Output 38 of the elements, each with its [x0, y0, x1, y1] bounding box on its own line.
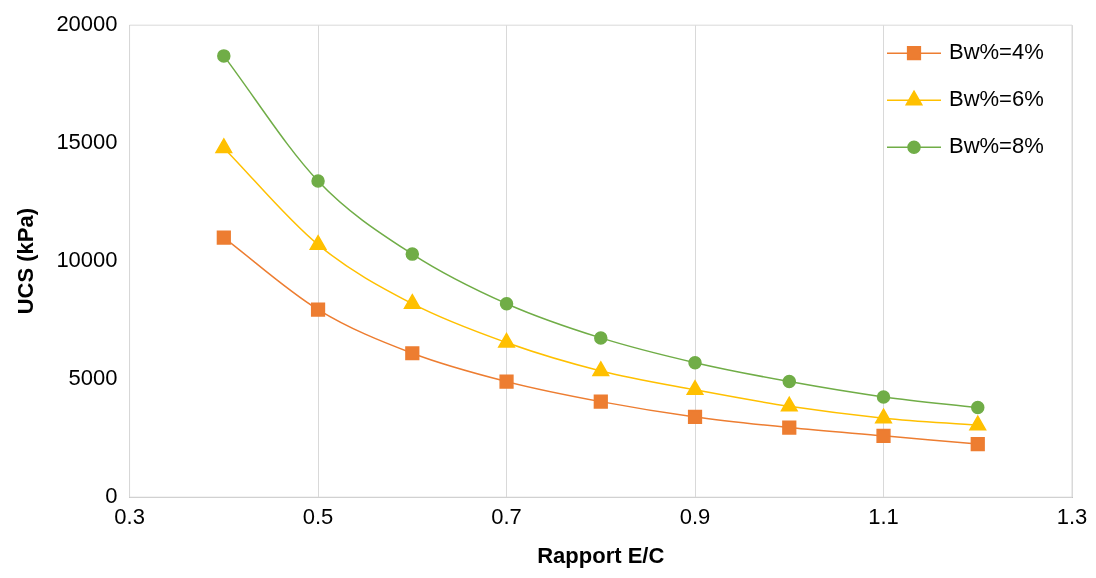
- point: [970, 436, 985, 452]
- point: [592, 361, 610, 377]
- point: [216, 230, 231, 245]
- point: [969, 415, 987, 431]
- x-tick-label: 1.3: [1056, 504, 1088, 530]
- point: [499, 296, 514, 311]
- point: [874, 408, 893, 424]
- point: [688, 355, 702, 370]
- x-tick-label: 0.9: [679, 504, 711, 530]
- point: [594, 331, 608, 345]
- point: [876, 428, 891, 443]
- point: [499, 374, 514, 389]
- legend-label: Bw%=4%: [949, 39, 1044, 65]
- y-tick-label: 20000: [56, 11, 118, 37]
- x-axis-title: Rapport E/C: [537, 542, 665, 568]
- point: [687, 409, 703, 425]
- point: [971, 400, 985, 415]
- x-tick-label: 1.1: [868, 504, 899, 530]
- point: [311, 174, 325, 188]
- y-tick-label: 15000: [56, 129, 118, 155]
- point: [876, 390, 891, 404]
- point: [405, 346, 420, 361]
- x-tick-label: 0.7: [491, 504, 522, 530]
- legend-label: Bw%=6%: [949, 86, 1044, 112]
- point: [782, 374, 797, 389]
- y-tick-label: 5000: [68, 365, 118, 391]
- y-tick-label: 10000: [56, 247, 118, 273]
- point: [310, 302, 326, 317]
- point: [217, 49, 231, 63]
- point: [593, 394, 608, 409]
- legend-label: Bw%=8%: [949, 133, 1044, 159]
- point: [686, 380, 704, 396]
- y-axis-title: UCS (kPa): [13, 208, 39, 315]
- point: [215, 138, 233, 154]
- point: [405, 247, 420, 261]
- x-tick-label: 0.5: [302, 504, 334, 530]
- point: [780, 396, 798, 412]
- point: [782, 420, 797, 435]
